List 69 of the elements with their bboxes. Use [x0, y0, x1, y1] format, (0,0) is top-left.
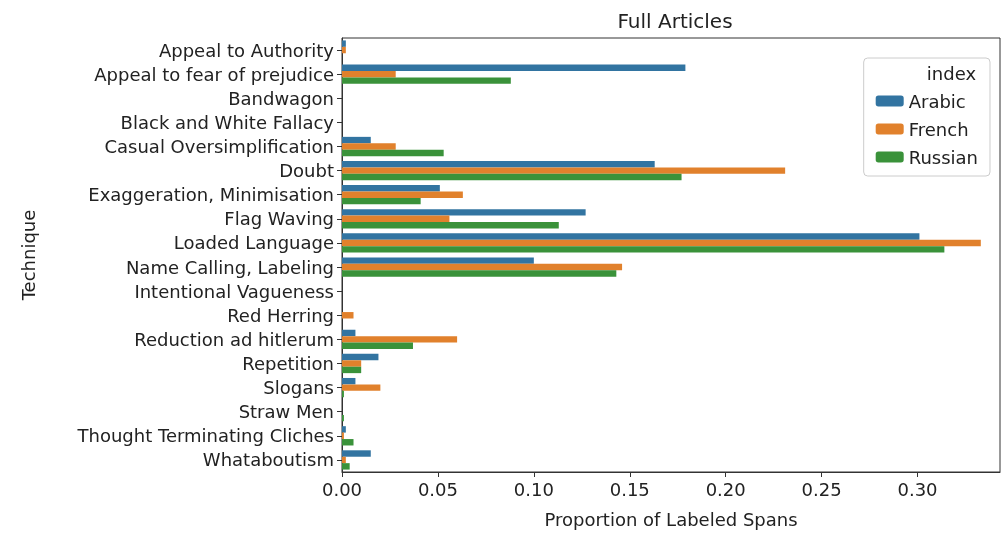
y-tick-label: Flag Waving	[224, 208, 334, 230]
bar	[342, 329, 356, 337]
bar	[342, 366, 362, 374]
x-tick-label: 0.00	[321, 478, 363, 500]
y-tick-label: Slogans	[263, 377, 334, 399]
bar	[342, 167, 786, 174]
bar	[342, 257, 534, 264]
bar	[342, 149, 444, 157]
bar	[342, 384, 381, 391]
legend-label: French	[908, 118, 969, 140]
bar	[342, 160, 655, 168]
bar	[342, 312, 354, 319]
bar	[342, 450, 371, 457]
x-axis-title: Proportion of Labeled Spans	[544, 508, 798, 530]
x-tick-label: 0.05	[417, 478, 458, 500]
legend-label: Russian	[908, 146, 979, 168]
y-tick-label: Loaded Language	[173, 232, 334, 254]
bar	[342, 77, 511, 84]
y-tick-label: Casual Oversimplification	[104, 136, 334, 157]
bar	[342, 377, 356, 385]
bar	[342, 197, 421, 205]
bar	[342, 426, 346, 433]
y-tick-label: Straw Men	[238, 401, 334, 423]
bar	[342, 456, 346, 464]
bar	[342, 439, 354, 446]
bar	[342, 143, 396, 150]
chart-title: Full Articles	[617, 9, 733, 33]
x-tick-label: 0.25	[801, 478, 842, 500]
bar	[342, 239, 981, 247]
bar	[342, 70, 396, 78]
y-tick-label: Bandwagon	[228, 87, 334, 109]
bar	[342, 64, 686, 71]
bar	[342, 246, 945, 253]
x-tick-label: 0.15	[609, 478, 650, 500]
y-tick-label: Name Calling, Labeling	[125, 256, 334, 278]
legend-label: Arabic	[908, 90, 966, 112]
y-tick-label: Whataboutism	[202, 449, 334, 471]
x-tick-label: 0.10	[513, 478, 554, 500]
bar	[342, 136, 371, 144]
y-tick-label: Doubt	[279, 160, 334, 182]
y-tick-label: Red Herring	[227, 304, 334, 326]
y-axis-title: Technique	[17, 209, 39, 302]
bar	[342, 342, 413, 350]
y-tick-label: Appeal to Authority	[158, 39, 335, 61]
bar	[342, 233, 920, 240]
bar	[342, 46, 346, 54]
bar	[342, 40, 346, 47]
x-tick-label: 0.30	[897, 478, 938, 500]
bar	[342, 360, 362, 367]
bar	[342, 336, 458, 343]
bar	[342, 463, 350, 470]
y-tick-label: Black and White Fallacy	[120, 111, 335, 133]
bar	[342, 270, 617, 277]
bar	[342, 222, 559, 229]
x-tick-label: 0.20	[705, 478, 746, 500]
y-tick-label: Intentional Vagueness	[134, 280, 334, 302]
bar	[342, 263, 623, 271]
bar	[342, 191, 463, 198]
legend-title: index	[926, 63, 977, 84]
y-tick-label: Repetition	[242, 353, 334, 374]
y-tick-label: Reduction ad hitlerum	[134, 328, 334, 350]
y-tick-label: Appeal to fear of prejudice	[94, 63, 334, 85]
bar	[342, 173, 682, 181]
bar	[342, 185, 440, 192]
y-tick-label: Thought Terminating Cliches	[76, 425, 334, 447]
y-tick-label: Exaggeration, Minimisation	[88, 184, 334, 206]
bar	[342, 353, 379, 361]
bar	[342, 209, 586, 216]
bar	[342, 215, 450, 223]
